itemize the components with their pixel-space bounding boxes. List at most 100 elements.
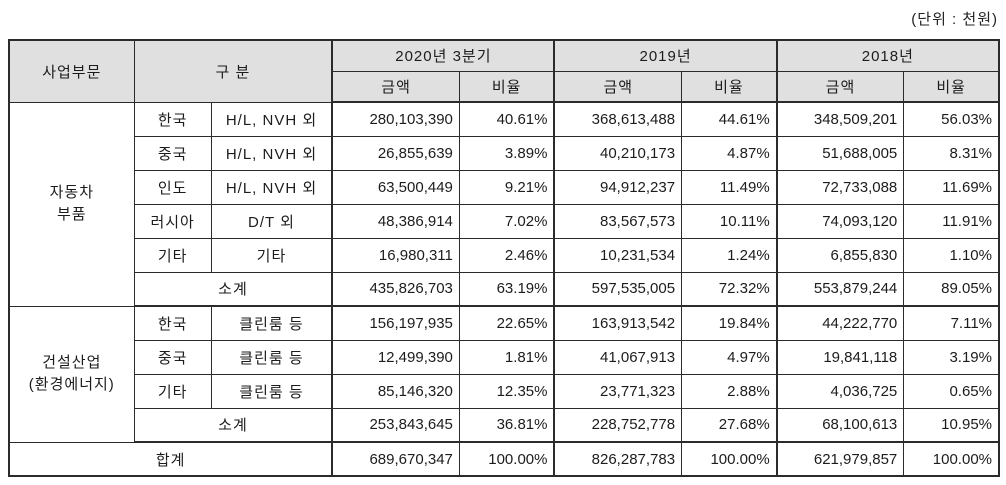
header-row-periods: 사업부문 구 분 2020년 3분기 2019년 2018년 bbox=[8, 39, 1000, 103]
ratio-cell: 4.97% bbox=[681, 339, 778, 375]
ratio-cell: 89.05% bbox=[903, 271, 1000, 307]
ratio-cell: 40.61% bbox=[458, 101, 555, 137]
table-row: 자동차 부품 한국 H/L, NVH 외 280,103,390 40.61% … bbox=[8, 101, 1000, 307]
ratio-cell: 7.02% bbox=[458, 203, 555, 239]
header-amount: 금액 bbox=[331, 70, 460, 103]
amount-cell: 228,752,778 bbox=[553, 407, 683, 443]
ratio-cell: 10.11% bbox=[681, 203, 778, 239]
ratio-cell: 11.91% bbox=[903, 203, 1000, 239]
header-period-2020q3: 2020년 3분기 bbox=[331, 39, 555, 72]
subtotal-label-cell: 소계 bbox=[133, 271, 333, 307]
region-cell: 중국 bbox=[133, 135, 212, 171]
unit-label: (단위 : 천원) bbox=[911, 11, 998, 28]
region-cell: 한국 bbox=[133, 305, 212, 341]
amount-cell: 16,980,311 bbox=[331, 237, 460, 273]
ratio-cell: 9.21% bbox=[458, 169, 555, 205]
ratio-cell: 1.24% bbox=[681, 237, 778, 273]
table-row: 중국 클린룸 등 12,499,390 1.81% 41,067,913 4.9… bbox=[9, 339, 1000, 375]
ratio-cell: 12.35% bbox=[458, 373, 555, 409]
amount-cell: 94,912,237 bbox=[553, 169, 683, 205]
segment-name-line: 자동차 bbox=[49, 183, 94, 201]
amount-cell: 23,771,323 bbox=[553, 373, 683, 409]
table-row: 중국 H/L, NVH 외 26,855,639 3.89% 40,210,17… bbox=[9, 135, 1000, 171]
table-row: 건설산업 (환경에너지) 한국 클린룸 등 156,197,935 22.65%… bbox=[8, 305, 1000, 443]
region-cell: 인도 bbox=[133, 169, 212, 205]
amount-cell: 40,210,173 bbox=[553, 135, 683, 171]
header-period-2018: 2018년 bbox=[775, 39, 1000, 72]
header-amount: 금액 bbox=[775, 70, 905, 103]
header-period-2019: 2019년 bbox=[553, 39, 778, 72]
ratio-cell: 63.19% bbox=[458, 271, 555, 307]
amount-cell: 19,841,118 bbox=[775, 339, 905, 375]
segment-name-line: 부품 bbox=[57, 206, 87, 223]
amount-cell: 12,499,390 bbox=[331, 339, 460, 375]
amount-cell: 63,500,449 bbox=[331, 169, 460, 205]
ratio-cell: 7.11% bbox=[903, 305, 1000, 341]
ratio-cell: 19.84% bbox=[681, 305, 778, 341]
amount-cell: 6,855,830 bbox=[775, 237, 905, 273]
product-cell: 클린룸 등 bbox=[210, 305, 333, 341]
amount-cell: 280,103,390 bbox=[331, 101, 460, 137]
region-cell: 한국 bbox=[133, 101, 212, 137]
amount-cell: 826,287,783 bbox=[553, 441, 683, 477]
product-cell: H/L, NVH 외 bbox=[210, 101, 333, 137]
header-ratio: 비율 bbox=[681, 70, 778, 103]
ratio-cell: 11.69% bbox=[903, 169, 1000, 205]
ratio-cell: 100.00% bbox=[458, 441, 555, 477]
region-cell: 기타 bbox=[133, 237, 212, 273]
subtotal-row: 소계 253,843,645 36.81% 228,752,778 27.68%… bbox=[9, 407, 1000, 443]
segment-name-line: (환경에너지) bbox=[28, 376, 115, 393]
ratio-cell: 56.03% bbox=[903, 101, 1000, 137]
product-cell: H/L, NVH 외 bbox=[210, 169, 333, 205]
ratio-cell: 8.31% bbox=[903, 135, 1000, 171]
region-cell: 중국 bbox=[133, 339, 212, 375]
amount-cell: 597,535,005 bbox=[553, 271, 683, 307]
table-row: 기타 기타 16,980,311 2.46% 10,231,534 1.24% … bbox=[9, 237, 1000, 273]
amount-cell: 72,733,088 bbox=[775, 169, 905, 205]
ratio-cell: 72.32% bbox=[681, 271, 778, 307]
amount-cell: 85,146,320 bbox=[331, 373, 460, 409]
ratio-cell: 3.19% bbox=[903, 339, 1000, 375]
ratio-cell: 27.68% bbox=[681, 407, 778, 443]
header-row-measures: 금액 비율 금액 비율 금액 비율 bbox=[9, 70, 1000, 103]
header-category: 구 분 bbox=[133, 39, 333, 103]
ratio-cell: 0.65% bbox=[903, 373, 1000, 409]
amount-cell: 553,879,244 bbox=[775, 271, 905, 307]
ratio-cell: 100.00% bbox=[681, 441, 778, 477]
ratio-cell: 1.10% bbox=[903, 237, 1000, 273]
amount-cell: 44,222,770 bbox=[775, 305, 905, 341]
region-cell: 러시아 bbox=[133, 203, 212, 239]
amount-cell: 74,093,120 bbox=[775, 203, 905, 239]
amount-cell: 48,386,914 bbox=[331, 203, 460, 239]
amount-cell: 10,231,534 bbox=[553, 237, 683, 273]
ratio-cell: 44.61% bbox=[681, 101, 778, 137]
amount-cell: 621,979,857 bbox=[775, 441, 905, 477]
total-row: 합계 689,670,347 100.00% 826,287,783 100.0… bbox=[8, 441, 1000, 477]
amount-cell: 689,670,347 bbox=[331, 441, 460, 477]
segment-cell-construction: 건설산업 (환경에너지) bbox=[8, 305, 135, 443]
ratio-cell: 2.88% bbox=[681, 373, 778, 409]
ratio-cell: 1.81% bbox=[458, 339, 555, 375]
amount-cell: 68,100,613 bbox=[775, 407, 905, 443]
subtotal-row: 소계 435,826,703 63.19% 597,535,005 72.32%… bbox=[9, 271, 1000, 307]
ratio-cell: 10.95% bbox=[903, 407, 1000, 443]
subtotal-label-cell: 소계 bbox=[133, 407, 333, 443]
segment-name-line: 건설산업 bbox=[42, 353, 102, 371]
amount-cell: 51,688,005 bbox=[775, 135, 905, 171]
amount-cell: 41,067,913 bbox=[553, 339, 683, 375]
ratio-cell: 36.81% bbox=[458, 407, 555, 443]
region-cell: 기타 bbox=[133, 373, 212, 409]
ratio-cell: 100.00% bbox=[903, 441, 1000, 477]
product-cell: H/L, NVH 외 bbox=[210, 135, 333, 171]
ratio-cell: 11.49% bbox=[681, 169, 778, 205]
product-cell: 클린룸 등 bbox=[210, 339, 333, 375]
amount-cell: 368,613,488 bbox=[553, 101, 683, 137]
segment-cell-auto-parts: 자동차 부품 bbox=[8, 101, 135, 307]
amount-cell: 26,855,639 bbox=[331, 135, 460, 171]
header-amount: 금액 bbox=[553, 70, 683, 103]
amount-cell: 253,843,645 bbox=[331, 407, 460, 443]
ratio-cell: 22.65% bbox=[458, 305, 555, 341]
header-ratio: 비율 bbox=[903, 70, 1000, 103]
header-ratio: 비율 bbox=[458, 70, 555, 103]
